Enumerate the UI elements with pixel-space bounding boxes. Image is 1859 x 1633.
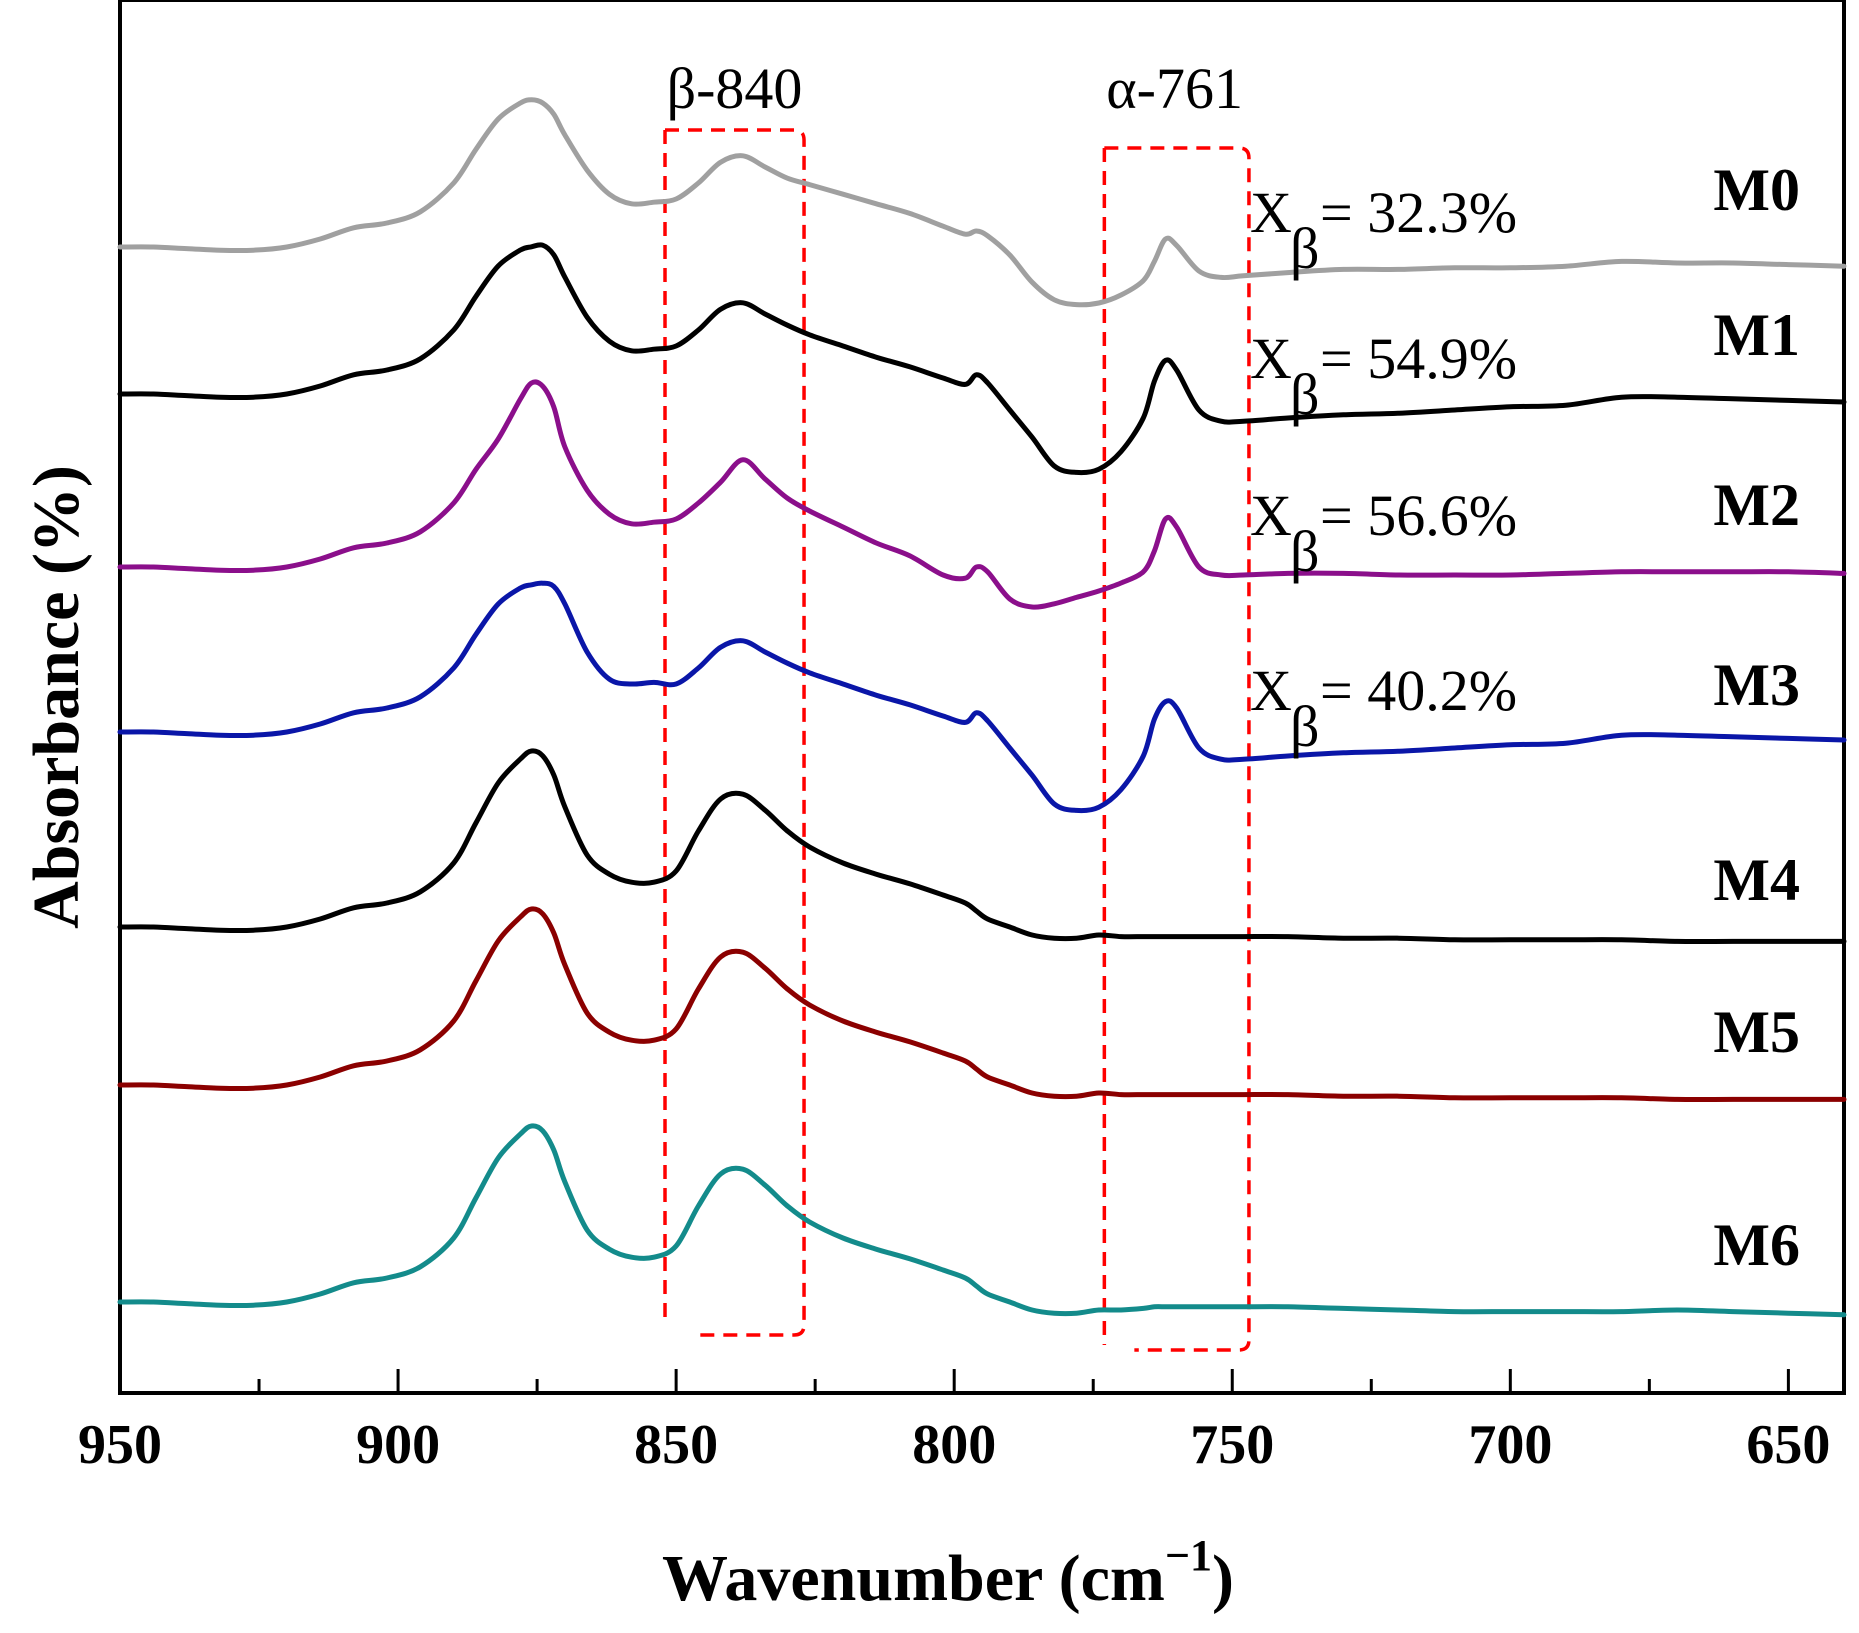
x-tick-label: 700 (1468, 1414, 1552, 1476)
x-axis-tick-labels: 950 900 850 800 750 700 650 (78, 1414, 1830, 1476)
series-line-m3 (117, 580, 1847, 814)
x-axis-title-main: Wavenumber (cm (662, 1542, 1165, 1615)
alpha-band-box (1102, 146, 1251, 1352)
beta-fraction-prefix: X (1250, 483, 1292, 548)
series-line-m0 (117, 97, 1847, 308)
beta-fraction-value: = 32.3% (1320, 180, 1517, 245)
series-line-m6 (117, 1123, 1847, 1318)
x-axis-title-superscript: −1 (1165, 1531, 1212, 1580)
alpha-band-label: α-761 (1106, 56, 1243, 121)
y-axis-title: Absorbance (%) (20, 465, 93, 929)
series-line-m4 (117, 748, 1847, 945)
series-line-m5 (117, 906, 1847, 1103)
series-label-m3: M3 (1713, 652, 1800, 718)
band-boxes: β-840 α-761 (663, 56, 1251, 1352)
x-tick-label: 850 (634, 1414, 718, 1476)
series-label-m5: M5 (1713, 999, 1800, 1065)
x-tick-label: 900 (356, 1414, 440, 1476)
beta-fraction-subscript: β (1290, 216, 1320, 281)
x-tick-label: 950 (78, 1414, 162, 1476)
x-tick-label: 800 (912, 1414, 996, 1476)
beta-fraction-subscript: β (1290, 519, 1320, 584)
beta-fraction-prefix: X (1250, 658, 1292, 723)
x-tick-label: 750 (1190, 1414, 1274, 1476)
series-label-m6: M6 (1713, 1212, 1800, 1278)
beta-fraction-subscript: β (1290, 362, 1320, 427)
beta-fraction-subscript: β (1290, 694, 1320, 759)
x-axis-title-close: ) (1212, 1542, 1234, 1615)
series-label-m1: M1 (1713, 302, 1800, 368)
beta-fraction-annotations: Xβ= 32.3%Xβ= 54.9%Xβ= 56.6%Xβ= 40.2% (1250, 180, 1517, 759)
beta-band-box (663, 128, 806, 1337)
x-axis-ticks (118, 1369, 1790, 1393)
beta-fraction-value: = 54.9% (1320, 326, 1517, 391)
series-label-m0: M0 (1713, 157, 1800, 223)
beta-fraction-prefix: X (1250, 326, 1292, 391)
beta-band-label: β-840 (667, 56, 803, 121)
series-label-m4: M4 (1713, 847, 1800, 913)
series-lines (117, 97, 1847, 1318)
beta-fraction-value: = 40.2% (1320, 658, 1517, 723)
beta-fraction-prefix: X (1250, 180, 1292, 245)
beta-fraction-value: = 56.6% (1320, 483, 1517, 548)
series-line-m1 (117, 242, 1847, 476)
x-tick-label: 650 (1746, 1414, 1830, 1476)
plot-frame (118, 0, 1846, 1395)
x-axis-title: Wavenumber (cm−1) (662, 1531, 1234, 1615)
series-labels: M0 M1 M2 M3 M4 M5 M6 (1713, 157, 1800, 1278)
series-label-m2: M2 (1713, 472, 1800, 538)
series-line-m2 (117, 379, 1847, 610)
